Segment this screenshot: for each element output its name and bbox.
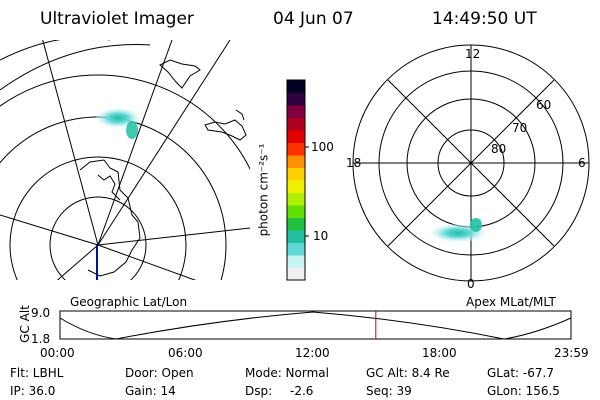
- dsp-info: Dsp:: [245, 384, 273, 398]
- grid-arc: [0, 40, 110, 61]
- longitude-line: [97, 227, 250, 246]
- longitude-line: [97, 244, 197, 280]
- mlt-label-6: 6: [578, 156, 586, 170]
- altitude-xtick: 12:00: [295, 346, 330, 360]
- mlt-label-0: 0: [467, 277, 475, 291]
- coastline: [159, 59, 201, 89]
- colorbar-cell: [287, 242, 305, 256]
- altitude-curve: [59, 311, 572, 340]
- colorbar-cell: [287, 155, 305, 168]
- colorbar-cell: [287, 80, 305, 93]
- longitude-line: [0, 214, 99, 246]
- altitude-ytick-top: 9.0: [31, 306, 51, 320]
- right-map-label: Apex MLat/MLT: [466, 295, 556, 309]
- colorbar-tick-label-100: 100: [311, 140, 334, 154]
- observation-date: 04 Jun 07: [273, 9, 354, 29]
- gc-alt-info: GC Alt: 8.4 Re: [366, 366, 450, 380]
- mlat-label-60: 60: [536, 98, 552, 112]
- colorbar-tick-label-10: 10: [313, 229, 329, 243]
- altitude-ytick-bottom: 1.8: [31, 332, 51, 346]
- grid-arc: [0, 44, 151, 91]
- aurora-emission: [126, 121, 138, 139]
- colorbar-cell: [287, 142, 305, 156]
- colorbar-cell: [287, 117, 305, 131]
- longitude-line: [97, 40, 173, 246]
- filter-info: Flt: LBHL: [10, 366, 64, 380]
- mlat-label-80: 80: [491, 142, 507, 156]
- glat-info: GLat: -67.7: [487, 366, 554, 380]
- longitude-line: [56, 244, 99, 280]
- polar-map: [352, 44, 590, 282]
- seq-info: Seq: 39: [366, 384, 412, 398]
- colorbar-cell: [287, 180, 305, 193]
- mlt-label-12: 12: [465, 47, 481, 61]
- colorbar-cell: [287, 167, 305, 181]
- colorbar-cell: [287, 105, 305, 118]
- colorbar-cell: [287, 92, 305, 106]
- mlat-label-70: 70: [512, 121, 528, 135]
- altitude-xtick: 06:00: [168, 346, 203, 360]
- latitude-circle: [49, 196, 147, 280]
- altitude-plot: [59, 310, 572, 340]
- altitude-xtick: 00:00: [40, 346, 75, 360]
- colorbar-cell: [287, 217, 305, 231]
- latitude-circle: [0, 74, 250, 171]
- altitude-xtick: 18:00: [422, 346, 457, 360]
- coastline: [235, 109, 245, 121]
- altitude-ylabel: GC Alt: [17, 305, 32, 343]
- colorbar-cell: [287, 192, 305, 206]
- coastline: [97, 174, 121, 201]
- longitude-line: [97, 40, 231, 246]
- door-info: Door: Open: [125, 366, 194, 380]
- observation-time: 14:49:50 UT: [432, 9, 537, 29]
- colorbar-cell: [287, 230, 305, 243]
- mlt-diagonal: [387, 79, 555, 247]
- glon-info: GLon: 156.5: [487, 384, 560, 398]
- left-map-label: Geographic Lat/Lon: [70, 295, 188, 309]
- dsp-value: -2.6: [290, 384, 314, 398]
- colorbar: [286, 79, 309, 281]
- altitude-xtick: 23:59: [554, 346, 589, 360]
- latitude-circle: [9, 156, 187, 280]
- mlt-label-18: 18: [346, 156, 362, 170]
- coastline: [79, 159, 141, 277]
- coastline: [204, 119, 247, 141]
- colorbar-cell: [287, 130, 305, 143]
- colorbar-frame: [286, 79, 306, 281]
- gain-info: Gain: 14: [125, 384, 176, 398]
- mode-info: Mode: Normal: [245, 366, 329, 380]
- ip-info: IP: 36.0: [10, 384, 56, 398]
- altitude-plot-frame: [59, 310, 572, 340]
- colorbar-cell: [287, 255, 305, 268]
- geographic-map: [0, 40, 250, 280]
- colorbar-unit-label: photon cm⁻²s⁻¹: [256, 143, 271, 237]
- colorbar-cell: [287, 267, 305, 281]
- instrument-title: Ultraviolet Imager: [40, 9, 194, 29]
- aurora-emission: [470, 218, 482, 232]
- longitude-line: [42, 40, 99, 246]
- colorbar-cell: [287, 205, 305, 218]
